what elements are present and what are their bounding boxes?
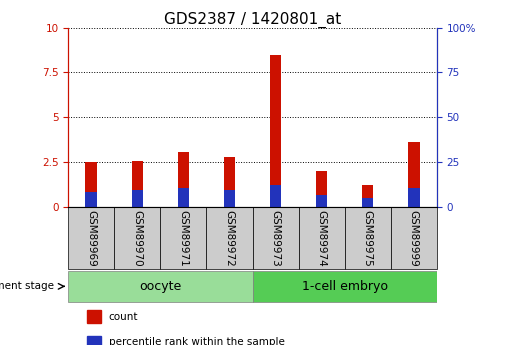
Bar — [178, 152, 189, 207]
Text: GSM89972: GSM89972 — [224, 210, 234, 266]
Bar — [131, 190, 143, 207]
Bar — [131, 161, 143, 207]
Bar — [68, 207, 114, 269]
Text: GSM89974: GSM89974 — [317, 210, 327, 266]
Text: GSM89971: GSM89971 — [178, 210, 188, 266]
Bar — [207, 207, 252, 269]
Text: GSM89970: GSM89970 — [132, 210, 142, 266]
Text: 1-cell embryo: 1-cell embryo — [301, 280, 388, 293]
Bar — [316, 171, 327, 207]
Text: GSM89973: GSM89973 — [271, 210, 281, 266]
Bar — [362, 198, 374, 207]
Bar — [252, 207, 298, 269]
Bar — [161, 207, 207, 269]
Text: GSM89969: GSM89969 — [86, 210, 96, 266]
Text: GSM89999: GSM89999 — [409, 210, 419, 266]
Bar — [87, 310, 102, 323]
Bar — [178, 188, 189, 207]
Bar — [345, 207, 391, 269]
Text: percentile rank within the sample: percentile rank within the sample — [109, 337, 285, 345]
Bar — [270, 185, 281, 207]
Bar — [362, 186, 374, 207]
Bar — [114, 207, 161, 269]
Bar — [408, 142, 420, 207]
Bar — [298, 207, 345, 269]
Bar — [68, 271, 252, 302]
Text: count: count — [109, 312, 138, 322]
Text: development stage: development stage — [0, 282, 55, 291]
Bar — [270, 55, 281, 207]
Bar — [391, 207, 437, 269]
Text: oocyte: oocyte — [139, 280, 181, 293]
Bar — [224, 190, 235, 207]
Bar — [408, 188, 420, 207]
Bar — [316, 195, 327, 207]
Title: GDS2387 / 1420801_at: GDS2387 / 1420801_at — [164, 11, 341, 28]
Bar — [252, 271, 437, 302]
Bar — [87, 336, 102, 345]
Bar — [85, 192, 97, 207]
Bar — [85, 162, 97, 207]
Bar — [224, 157, 235, 207]
Text: GSM89975: GSM89975 — [363, 210, 373, 266]
